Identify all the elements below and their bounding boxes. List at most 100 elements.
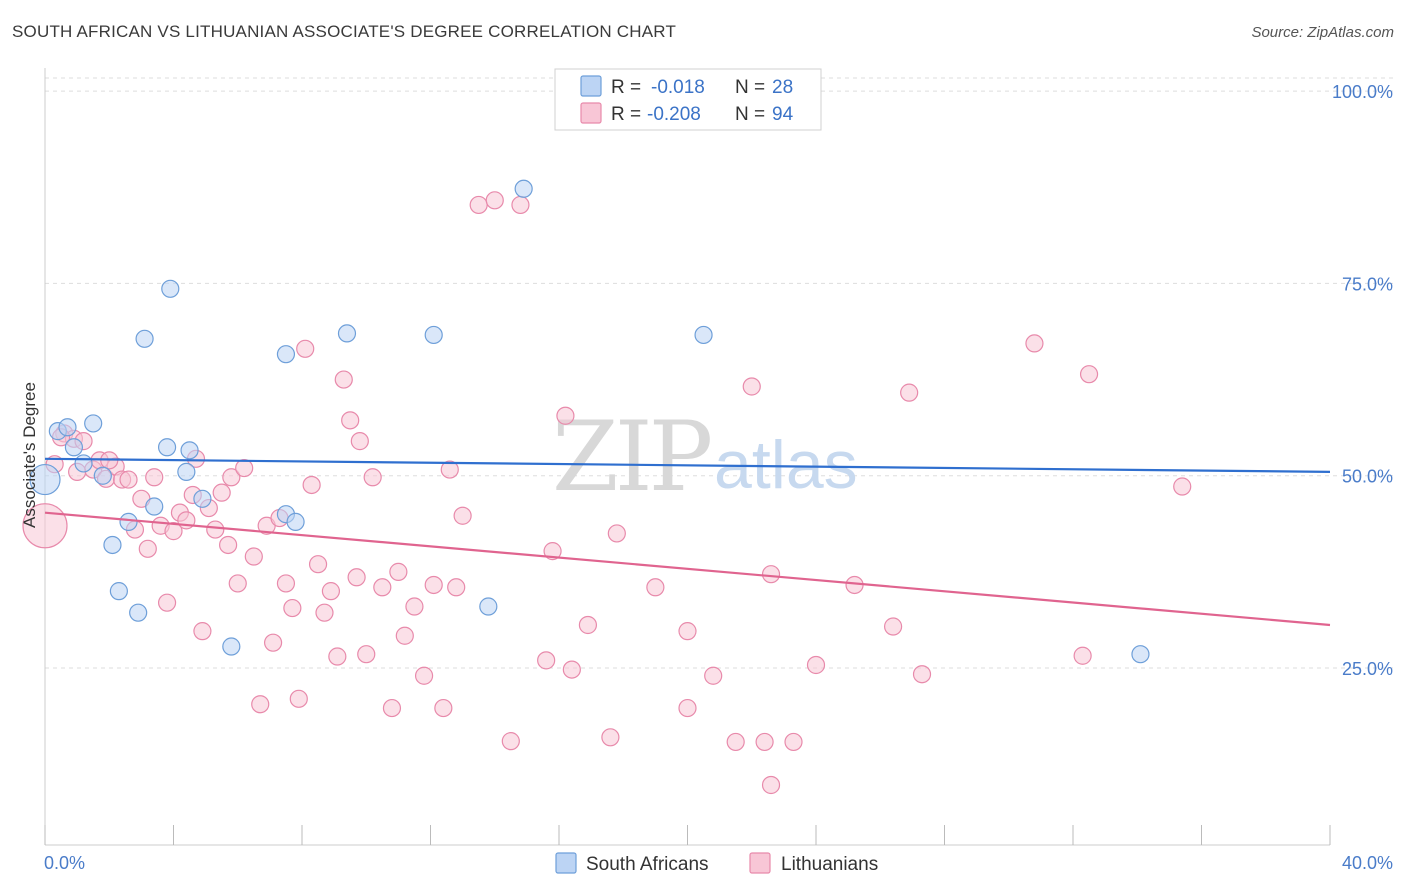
lithuanian-point-86	[912, 665, 932, 684]
lithuanian-point-16	[157, 593, 177, 612]
y-tick-label-75: 75.0%	[1342, 274, 1393, 294]
lithuanian-point-59	[447, 578, 466, 597]
lithuanians-points	[22, 191, 1192, 795]
legend-r-label-1: R =	[611, 104, 641, 125]
legend-n-value-0: 28	[772, 77, 793, 98]
lithuanian-point-57	[434, 698, 453, 718]
lithuanian-point-61	[469, 195, 488, 215]
lithuanian-point-79	[761, 565, 781, 584]
lithuanian-point-29	[235, 458, 254, 478]
south-african-point-12	[145, 497, 164, 516]
lithuanian-point-44	[334, 370, 353, 389]
south-african-point-4	[74, 454, 93, 473]
lithuanian-point-78	[755, 732, 774, 752]
south-african-point-21	[286, 512, 305, 531]
lithuanian-point-37	[289, 689, 308, 708]
grid-layer	[45, 77, 1393, 669]
lithuanian-point-49	[363, 468, 382, 487]
lithuanian-point-67	[556, 406, 575, 425]
south-african-point-13	[157, 438, 177, 457]
lithuanian-point-84	[883, 617, 903, 636]
y-tick-label-100: 100.0%	[1332, 82, 1393, 102]
south-african-point-20	[276, 345, 296, 364]
trend-lines	[44, 457, 1331, 627]
south-african-point-25	[514, 179, 533, 198]
lithuanian-point-26	[219, 535, 238, 555]
lithuanian-point-60	[453, 506, 472, 525]
bottom-legend: South Africans Lithuanians	[555, 852, 878, 875]
south-african-point-18	[222, 637, 241, 656]
south-african-point-23	[424, 325, 443, 345]
lithuanian-point-40	[308, 555, 328, 574]
lithuanian-point-13	[138, 539, 157, 558]
y-tick-label-25: 25.0%	[1342, 659, 1393, 679]
y-axis-title: Associate's Degree	[20, 382, 39, 528]
lithuanian-point-48	[357, 645, 376, 664]
lithuanian-point-73	[678, 622, 697, 641]
lithuanian-point-39	[302, 475, 321, 495]
watermark-zip: ZIP	[552, 401, 711, 513]
source-label: Source: ZipAtlas.com	[1251, 24, 1394, 41]
lithuanian-point-14	[145, 468, 164, 487]
lithuanian-point-80	[761, 775, 781, 795]
lithuanian-point-89	[1079, 365, 1099, 384]
lithuanian-point-35	[276, 574, 296, 593]
watermark: ZIP atlas	[552, 401, 858, 513]
legend-r-value-1: -0.208	[647, 104, 701, 125]
lithuanian-point-90	[1173, 477, 1192, 496]
south-african-point-9	[119, 512, 138, 531]
lithuanian-point-17	[164, 522, 183, 541]
legend-n-label-0: N =	[735, 77, 765, 98]
lithuanian-point-69	[578, 615, 598, 635]
lithuanian-point-51	[382, 698, 402, 718]
lithuanian-point-28	[228, 574, 247, 593]
lithuanian-point-76	[726, 732, 745, 752]
lithuanian-point-45	[341, 411, 360, 430]
south-african-point-0	[29, 463, 61, 496]
lithuanian-point-64	[511, 195, 530, 215]
south-african-point-24	[479, 597, 498, 616]
x-tick-label-max: 40.0%	[1342, 853, 1393, 873]
legend-swatch-south-africans	[580, 75, 602, 97]
lithuanian-point-50	[373, 578, 392, 597]
y-tick-labels: 25.0% 50.0% 75.0% 100.0%	[1332, 82, 1393, 679]
lithuanian-point-77	[742, 377, 761, 396]
lithuanian-point-87	[1025, 334, 1044, 353]
lithuanian-point-65	[537, 651, 556, 670]
chart-title: SOUTH AFRICAN VS LITHUANIAN ASSOCIATE'S …	[12, 22, 677, 41]
lithuanian-point-27	[222, 468, 241, 487]
lithuanian-point-38	[296, 339, 315, 358]
lithuanian-point-71	[607, 524, 626, 543]
lithuanian-point-85	[900, 383, 919, 402]
lithuanian-point-53	[395, 626, 414, 645]
lithuanian-point-56	[424, 575, 443, 595]
south-african-point-14	[161, 279, 180, 298]
legend-r-label-0: R =	[611, 77, 641, 98]
lithuanian-point-88	[1073, 646, 1092, 665]
south-african-point-5	[84, 414, 103, 433]
south-african-point-16	[180, 441, 199, 460]
bottom-legend-swatch-lithuanians	[749, 852, 771, 874]
lithuanian-point-54	[405, 597, 424, 616]
south-african-point-17	[193, 489, 212, 508]
trend-line-lithuanians	[44, 511, 1331, 627]
legend-swatch-lithuanians	[580, 102, 602, 124]
legend-r-value-0: -0.018	[651, 77, 705, 98]
lithuanian-point-70	[601, 728, 620, 747]
lithuanian-point-66	[543, 542, 562, 561]
lithuanian-point-10	[119, 470, 138, 489]
lithuanian-point-22	[193, 622, 212, 641]
lithuanian-point-24	[206, 520, 225, 539]
south-african-point-10	[129, 603, 148, 622]
south-africans-points	[29, 179, 1150, 664]
lithuanian-point-55	[414, 666, 434, 685]
lithuanian-point-46	[347, 568, 366, 587]
lithuanian-point-81	[784, 732, 803, 752]
south-african-point-3	[64, 438, 84, 457]
lithuanian-point-47	[350, 432, 369, 451]
lithuanian-point-62	[485, 191, 504, 210]
south-african-point-11	[135, 329, 154, 348]
legend-n-value-1: 94	[772, 104, 794, 125]
lithuanian-point-82	[806, 655, 826, 675]
lithuanian-point-0	[22, 503, 68, 549]
